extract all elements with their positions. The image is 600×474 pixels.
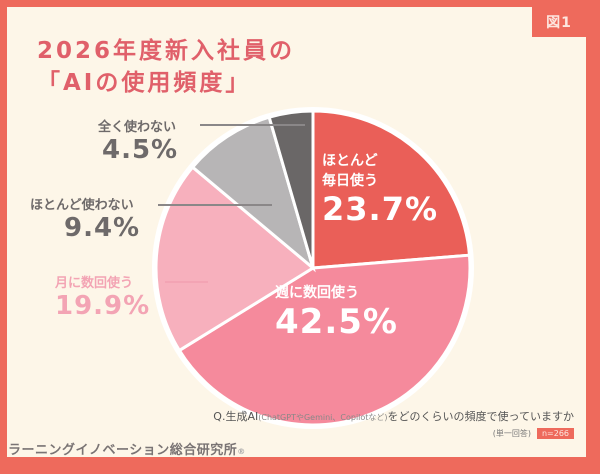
label-rarely: ほとんど使わない 9.4% (30, 198, 141, 243)
pie-slice-weekly (177, 253, 472, 427)
pie-slice-daily (311, 109, 472, 270)
pie-slice-monthly (154, 165, 316, 353)
answer-type: (単一回答) (492, 429, 531, 438)
label-daily: ほとんど 毎日使う 23.7% (322, 153, 439, 228)
figure-badge: 図1 (532, 7, 586, 37)
survey-meta: (単一回答) n=266 (493, 428, 574, 439)
pie-slice-never (267, 109, 315, 269)
pie-slice-rarely (190, 115, 316, 273)
footer-org: ラーニングイノベーション総合研究所® (8, 443, 246, 458)
label-never: 全く使わない 4.5% (98, 120, 179, 165)
sample-size-badge: n=266 (536, 428, 574, 439)
title-line-2: 「AIの使用頻度」 (37, 70, 252, 96)
title-line-1: 2026年度新入社員の (37, 38, 296, 64)
chart-title: 2026年度新入社員の 「AIの使用頻度」 (37, 35, 295, 99)
label-monthly: 月に数回使う 19.9% (55, 276, 151, 321)
label-weekly: 週に数回使う 42.5% (275, 285, 398, 342)
survey-question: Q.生成AI(ChatGPTやGemini、Copilotなど)をどのくらいの頻… (213, 410, 574, 423)
